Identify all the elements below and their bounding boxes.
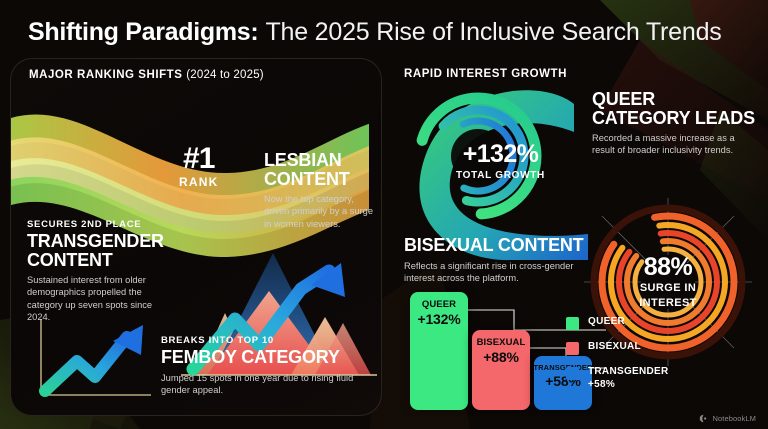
bar-bisexual-label: BISEXUAL: [476, 337, 526, 348]
legend-swatch-queer: [566, 317, 579, 330]
chart-legend: QUEER BISEXUAL TRANSGENDER +58%: [566, 316, 716, 402]
gauge-arcs: [414, 92, 542, 220]
notebooklm-icon: [700, 414, 707, 423]
swoosh-graphic: [419, 90, 588, 261]
surge-in-interest-donut: 88% SURGE IN INTEREST: [584, 198, 752, 366]
queer-category-block: QUEER CATEGORY LEADS Recorded a massive …: [592, 90, 758, 157]
left-section-label-sub: (2024 to 2025): [186, 69, 264, 81]
wave-ribbon-graphic: [11, 114, 369, 257]
legend-item-queer[interactable]: QUEER: [566, 316, 716, 330]
watermark: NotebookLM: [699, 414, 756, 423]
bar-bisexual-value: +88%: [483, 349, 519, 365]
legend-label-transgender-name: TRANSGENDER: [588, 366, 669, 377]
legend-swatch-transgender: [566, 367, 579, 380]
page-title-bold: Shifting Paradigms:: [28, 17, 259, 46]
total-growth-gauge: +132% TOTAL GROWTH: [400, 86, 575, 226]
legend-item-bisexual[interactable]: BISEXUAL: [566, 341, 716, 355]
watermark-text: NotebookLM: [712, 414, 756, 423]
queer-body: Recorded a massive increase as a result …: [592, 133, 735, 156]
growth-bar-chart: QUEER +132% BISEXUAL +88% TRANSGENDER +5…: [400, 286, 600, 410]
donut-center-label: 88% SURGE IN INTEREST: [584, 198, 752, 366]
gauge-center-label: +132% TOTAL GROWTH: [400, 86, 575, 226]
queer-heading-line1: QUEER: [592, 89, 656, 109]
legend-label-bisexual: BISEXUAL: [588, 341, 641, 352]
transgender-content-heading: TRANSGENDER CONTENT: [27, 231, 164, 270]
donut-value: 88%: [643, 252, 693, 281]
major-ranking-shifts-card: MAJOR RANKING SHIFTS (2024 to 2025) #1 R…: [10, 58, 382, 416]
mountain-chart-graphic: [181, 253, 377, 376]
legend-label-transgender: TRANSGENDER +58%: [588, 366, 669, 391]
left-section-label: MAJOR RANKING SHIFTS (2024 to 2025): [29, 69, 264, 81]
gauge-value: +132%: [462, 139, 539, 168]
bar-transgender-label: TRANSGENDER: [533, 363, 593, 372]
donut-label-line1: SURGE IN: [639, 281, 697, 294]
page-title-light: The 2025 Rise of Inclusive Search Trends: [265, 17, 722, 46]
left-section-label-main: MAJOR RANKING SHIFTS: [29, 69, 183, 81]
donut-arcs: [584, 198, 752, 366]
lesbian-content-block: LESBIAN CONTENT Now the top category, dr…: [264, 151, 376, 230]
queer-heading-line2: CATEGORY LEADS: [592, 107, 755, 128]
lesbian-content-heading: LESBIAN CONTENT: [264, 150, 350, 189]
gauge-label: TOTAL GROWTH: [456, 169, 545, 181]
donut-label-line2: INTEREST: [639, 296, 697, 309]
growth-arrow-graphic: [39, 319, 151, 397]
rank-badge: #1 RANK: [179, 142, 219, 190]
bisexual-content-heading: BISEXUAL CONTENT: [404, 235, 584, 255]
rapid-interest-growth-zone: RAPID INTEREST GROWTH: [392, 58, 760, 416]
bar-queer-label: QUEER: [421, 299, 457, 310]
transgender-content-block: SECURES 2ND PLACE TRANSGENDER CONTENT Su…: [27, 219, 177, 323]
transgender-content-body: Sustained interest from older demographi…: [27, 275, 153, 322]
page-header: Shifting Paradigms: The 2025 Rise of Inc…: [28, 12, 748, 52]
femboy-category-heading: FEMBOY CATEGORY: [161, 347, 340, 367]
lesbian-content-body: Now the top category, driven primarily b…: [264, 194, 374, 229]
rank-number: #1: [183, 142, 215, 175]
legend-item-transgender[interactable]: TRANSGENDER +58%: [566, 366, 716, 391]
bisexual-content-block: BISEXUAL CONTENT Reflects a significant …: [404, 236, 594, 284]
rank-label: RANK: [179, 175, 219, 189]
bar-queer-value: +132%: [417, 311, 461, 327]
right-section-label: RAPID INTEREST GROWTH: [404, 68, 567, 80]
bar-bisexual[interactable]: BISEXUAL +88%: [472, 330, 530, 410]
femboy-category-kicker: BREAKS INTO TOP 10: [161, 335, 274, 346]
transgender-content-kicker: SECURES 2ND PLACE: [27, 219, 142, 230]
femboy-category-block: BREAKS INTO TOP 10 FEMBOY CATEGORY Jumpe…: [161, 335, 366, 396]
legend-swatch-bisexual: [566, 342, 579, 355]
legend-label-queer: QUEER: [588, 316, 626, 327]
bisexual-content-body: Reflects a significant rise in cross-gen…: [404, 260, 574, 283]
legend-label-transgender-value: +58%: [588, 378, 616, 390]
bar-queer[interactable]: QUEER +132%: [410, 292, 468, 410]
femboy-category-body: Jumped 15 spots in one year due to risin…: [161, 372, 354, 395]
